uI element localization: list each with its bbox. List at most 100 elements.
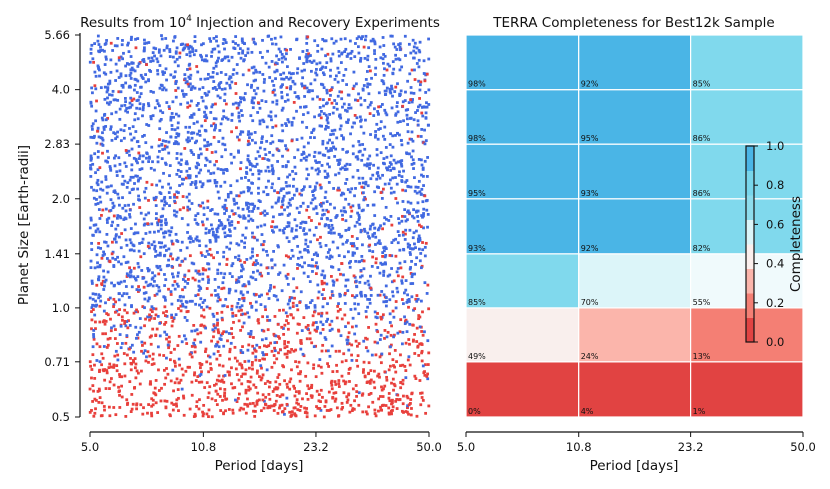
scatter-point [306, 35, 310, 39]
scatter-point [426, 363, 430, 366]
scatter-point [371, 255, 375, 259]
scatter-point [216, 340, 220, 344]
scatter-point [372, 39, 376, 43]
scatter-point [114, 62, 118, 66]
scatter-point [400, 409, 404, 413]
scatter-point [350, 244, 354, 248]
scatter-point [133, 88, 136, 92]
scatter-point [107, 102, 111, 106]
scatter-point [125, 292, 129, 296]
scatter-point [254, 92, 258, 96]
scatter-point [303, 84, 307, 88]
scatter-point [310, 264, 313, 268]
scatter-point [136, 79, 140, 83]
scatter-point [245, 166, 249, 170]
scatter-point [262, 190, 266, 194]
scatter-point [142, 223, 146, 227]
scatter-point [379, 333, 383, 337]
scatter-point [216, 190, 220, 194]
scatter-point [381, 251, 385, 254]
scatter-point [252, 336, 255, 339]
scatter-point [187, 84, 191, 88]
scatter-point [137, 285, 140, 288]
scatter-point [229, 241, 233, 245]
scatter-point [344, 284, 348, 288]
scatter-point [327, 226, 331, 229]
scatter-point [409, 282, 413, 286]
scatter-point [295, 365, 299, 369]
scatter-point [410, 130, 414, 134]
scatter-point [346, 335, 350, 339]
scatter-point [376, 241, 380, 245]
scatter-point [112, 363, 116, 367]
left-y-tick-label: 2.83 [44, 137, 70, 151]
scatter-point [203, 91, 207, 95]
scatter-point [214, 123, 217, 127]
scatter-point [413, 242, 416, 246]
scatter-point [223, 143, 227, 147]
scatter-point [300, 255, 304, 259]
scatter-point [129, 368, 133, 372]
scatter-point [348, 190, 352, 194]
scatter-point [205, 412, 209, 416]
scatter-point [320, 349, 324, 353]
scatter-point [248, 186, 251, 190]
colorbar-label: Completeness [788, 196, 804, 292]
scatter-point [371, 234, 375, 238]
scatter-point [195, 405, 198, 408]
scatter-point [289, 313, 293, 316]
scatter-point [208, 229, 211, 232]
scatter-point [284, 147, 288, 151]
scatter-point [175, 210, 179, 214]
scatter-point [218, 387, 222, 391]
scatter-point [275, 69, 279, 73]
scatter-point [391, 145, 395, 149]
scatter-point [154, 313, 158, 317]
scatter-point [320, 279, 324, 283]
scatter-point [249, 332, 253, 336]
scatter-point [166, 372, 170, 376]
scatter-point [190, 261, 194, 265]
scatter-point [251, 247, 255, 251]
scatter-point [305, 155, 309, 159]
scatter-point [289, 203, 292, 207]
scatter-point [305, 60, 309, 64]
scatter-point [329, 59, 333, 63]
scatter-point [396, 331, 400, 335]
scatter-point [374, 135, 377, 139]
scatter-point [146, 284, 150, 288]
scatter-point [215, 184, 218, 188]
scatter-point [341, 105, 344, 109]
scatter-point [221, 227, 225, 231]
scatter-point [216, 328, 220, 332]
scatter-point [196, 293, 200, 297]
scatter-point [306, 275, 310, 278]
scatter-point [321, 153, 325, 157]
scatter-point [259, 212, 263, 215]
scatter-point [173, 361, 177, 365]
scatter-point [414, 51, 418, 55]
scatter-point [249, 168, 252, 172]
scatter-point [227, 77, 231, 81]
scatter-point [192, 341, 196, 345]
scatter-point [219, 184, 223, 188]
scatter-point [205, 381, 209, 385]
scatter-point [379, 315, 383, 319]
scatter-point [394, 237, 398, 241]
scatter-point [237, 138, 241, 142]
scatter-point [349, 205, 353, 209]
scatter-point [201, 183, 205, 187]
scatter-point [313, 304, 317, 307]
scatter-point [89, 51, 93, 55]
scatter-point [265, 125, 269, 129]
scatter-point [140, 349, 143, 353]
scatter-point [249, 275, 253, 279]
scatter-point [405, 113, 409, 117]
scatter-point [358, 181, 362, 185]
scatter-point [214, 326, 217, 330]
scatter-point [331, 141, 334, 145]
scatter-point [361, 392, 365, 396]
scatter-point [283, 227, 287, 230]
scatter-point [174, 95, 178, 99]
scatter-point [346, 150, 349, 154]
